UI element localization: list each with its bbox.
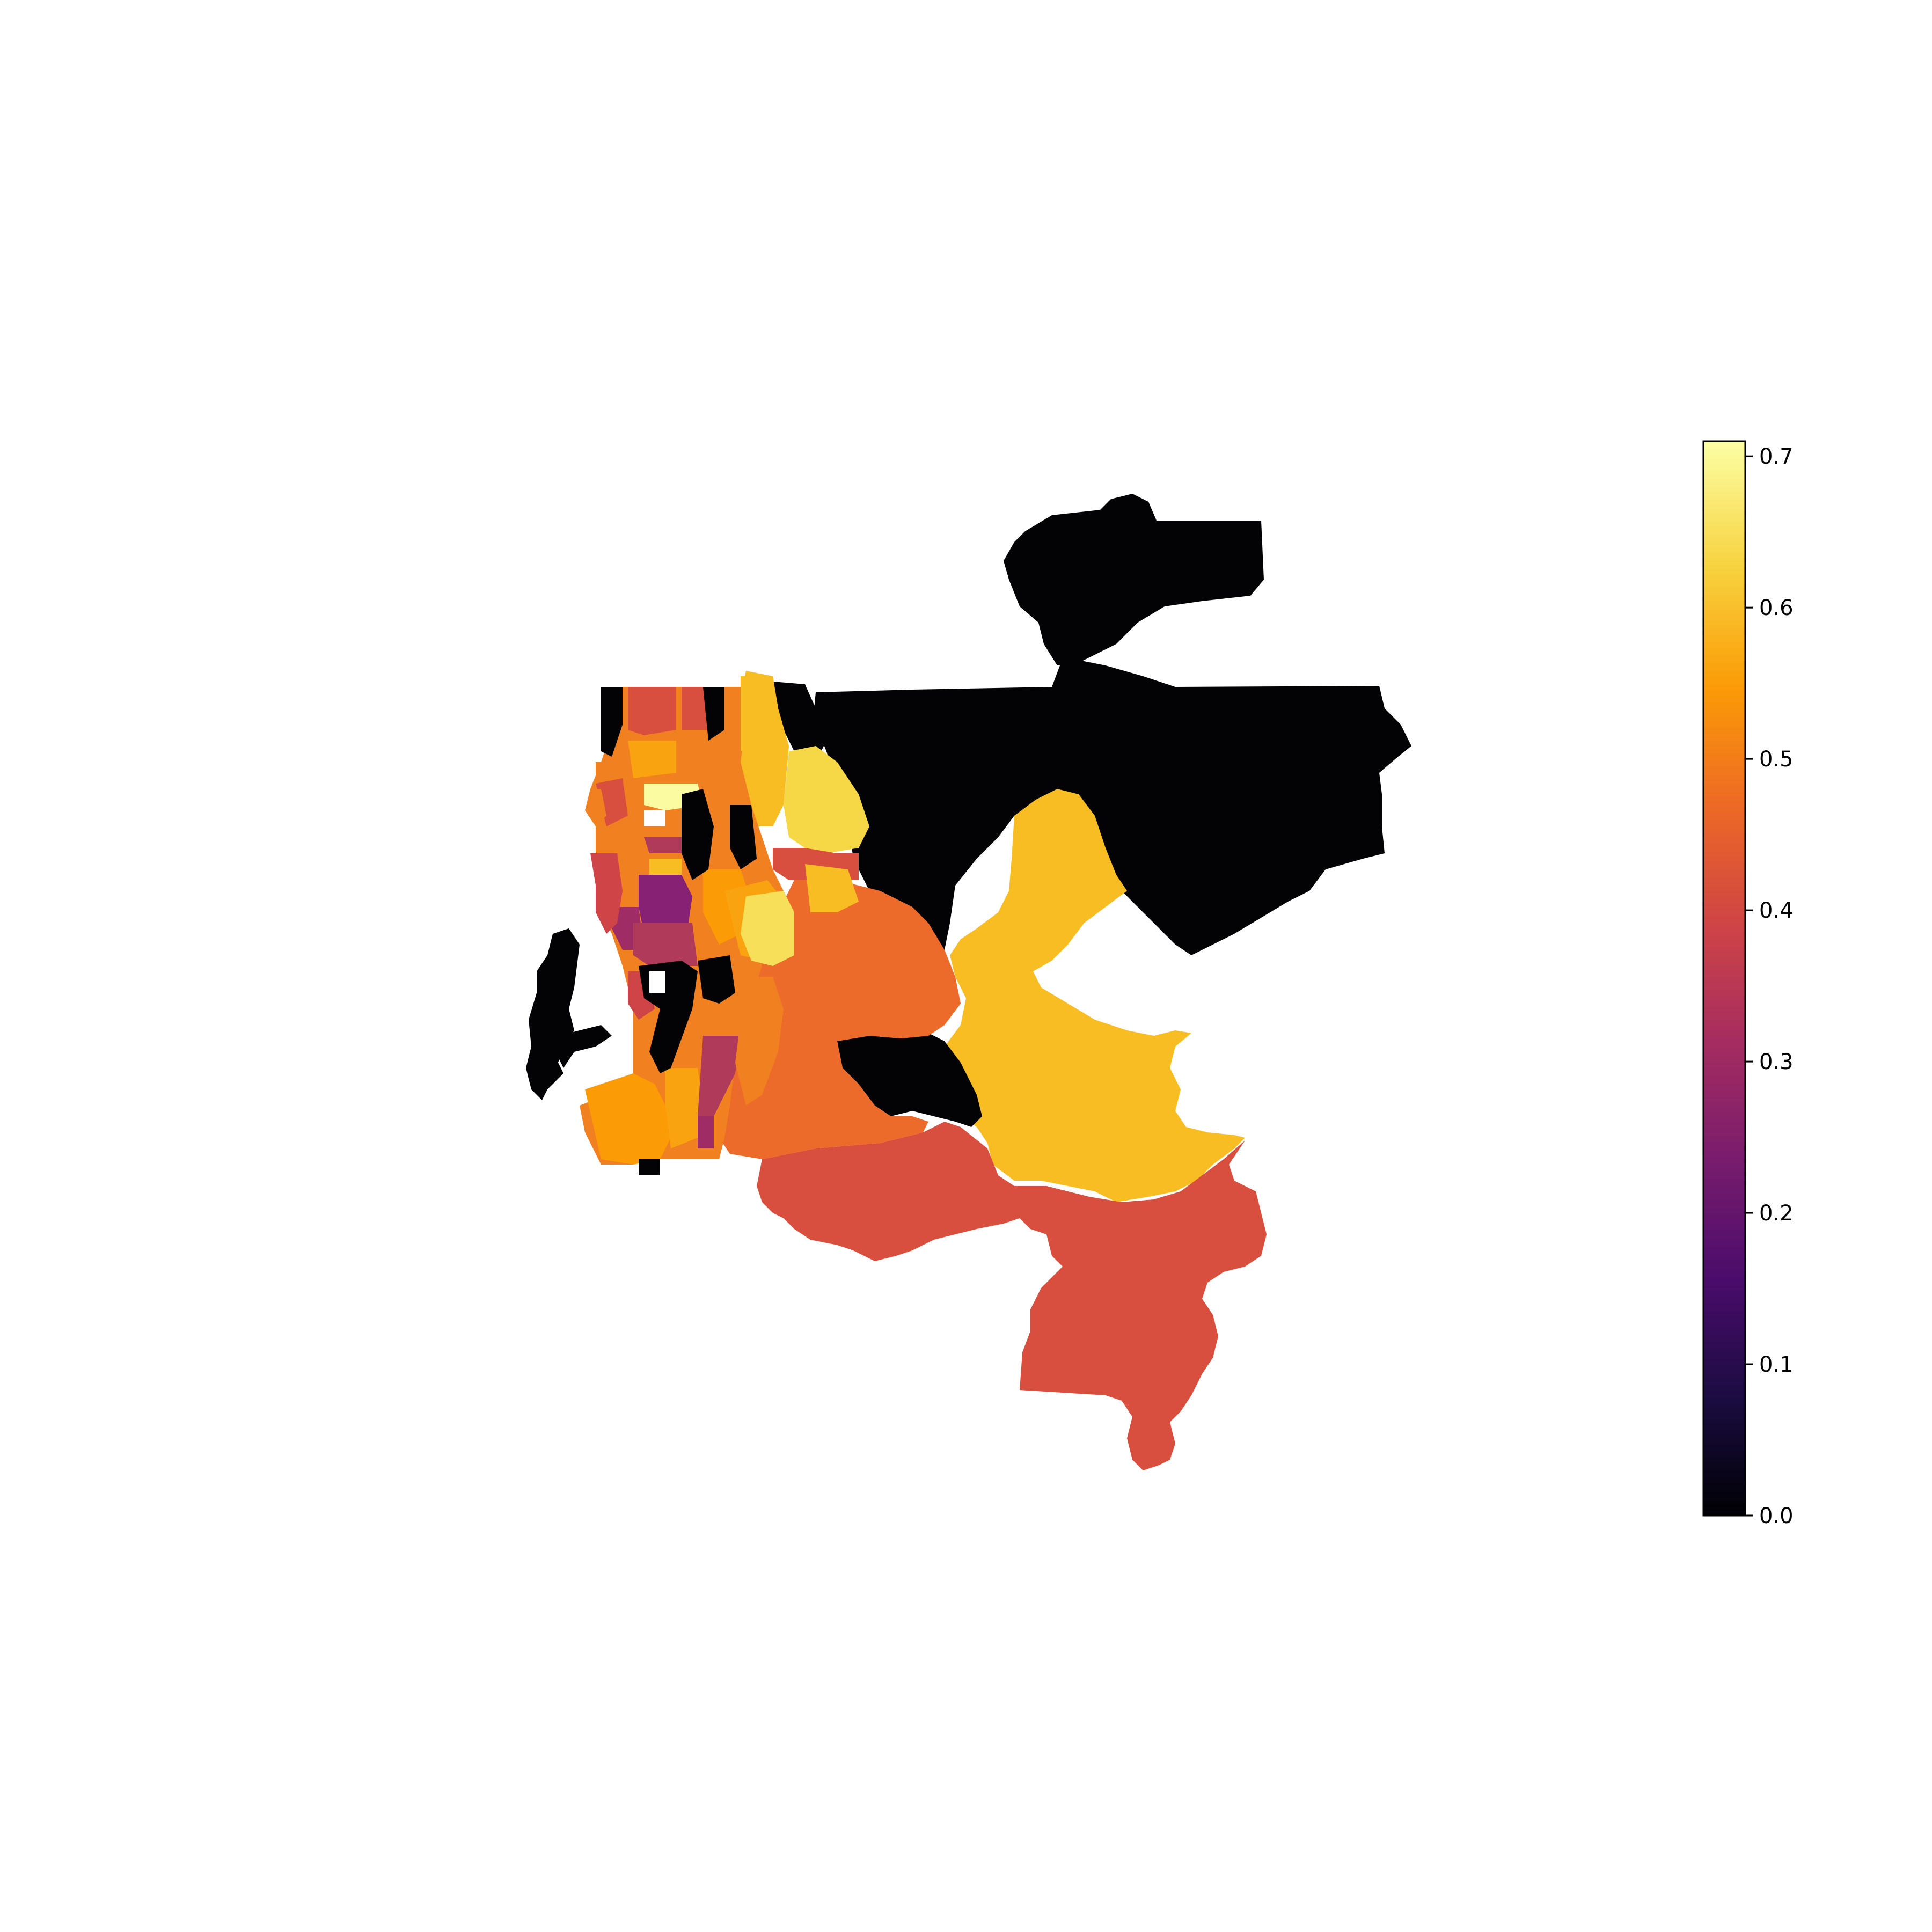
west-island <box>526 928 580 1100</box>
colorbar-tick-label: 0.4 <box>1759 898 1794 923</box>
west-red-tract-2 <box>682 687 708 730</box>
colorbar-tick-label: 0.7 <box>1759 444 1794 469</box>
south-black-region <box>837 1030 982 1127</box>
colorbar-ticks: 0.0 0.1 0.2 0.3 0.4 0.5 0.6 0.7 <box>1745 444 1794 1528</box>
colorbar-tick-label: 0.2 <box>1759 1201 1794 1226</box>
yellow-small-north <box>805 864 859 912</box>
northwest-black-strip <box>773 682 826 762</box>
southeast-region <box>757 1122 1267 1470</box>
colorbar-gradient <box>1702 440 1746 1517</box>
west-red-tract-1 <box>628 687 676 735</box>
black-enclave-mid <box>682 789 714 880</box>
darkest-tract <box>639 875 692 934</box>
white-hole-2 <box>644 810 665 826</box>
west-island-spit <box>558 1025 612 1068</box>
black-enclave-north <box>601 687 623 757</box>
black-sw-small <box>639 1159 660 1175</box>
orange-southwest-tract <box>585 1073 671 1165</box>
orange-nw-tract-2 <box>628 741 676 778</box>
orange-central-west <box>735 977 784 1106</box>
yellow-plateau-inner <box>741 891 794 966</box>
black-enclave-mid2 <box>730 805 757 869</box>
colorbar-tick-label: 0.1 <box>1759 1352 1794 1377</box>
red-purple-tract <box>633 923 698 966</box>
red-west-coastal <box>590 853 623 934</box>
magenta-tract-south <box>698 1116 714 1148</box>
colorbar-tick-label: 0.6 <box>1759 596 1794 620</box>
orange-sw-tract-2 <box>665 1068 703 1148</box>
west-orange-tract-1 <box>741 676 778 751</box>
east-central-region <box>936 789 1245 1202</box>
northeast-region-top <box>1004 494 1264 665</box>
colorbar-tick-label: 0.3 <box>1759 1050 1794 1074</box>
white-hole <box>649 971 665 993</box>
colorbar-tick-label: 0.5 <box>1759 747 1794 772</box>
black-enclave-s <box>698 955 735 1004</box>
magenta-strip-north <box>644 837 692 853</box>
colorbar: 0.0 0.1 0.2 0.3 0.4 0.5 0.6 0.7 <box>1702 440 1794 1528</box>
map-regions <box>526 494 1411 1470</box>
red-purple-sw <box>698 1036 741 1127</box>
colorbar-tick-label: 0.0 <box>1759 1504 1794 1528</box>
black-enclave-n2 <box>703 687 724 741</box>
northeast-region-main <box>813 660 1411 966</box>
east-plateau-region <box>784 746 869 853</box>
west-peninsula <box>585 789 606 826</box>
